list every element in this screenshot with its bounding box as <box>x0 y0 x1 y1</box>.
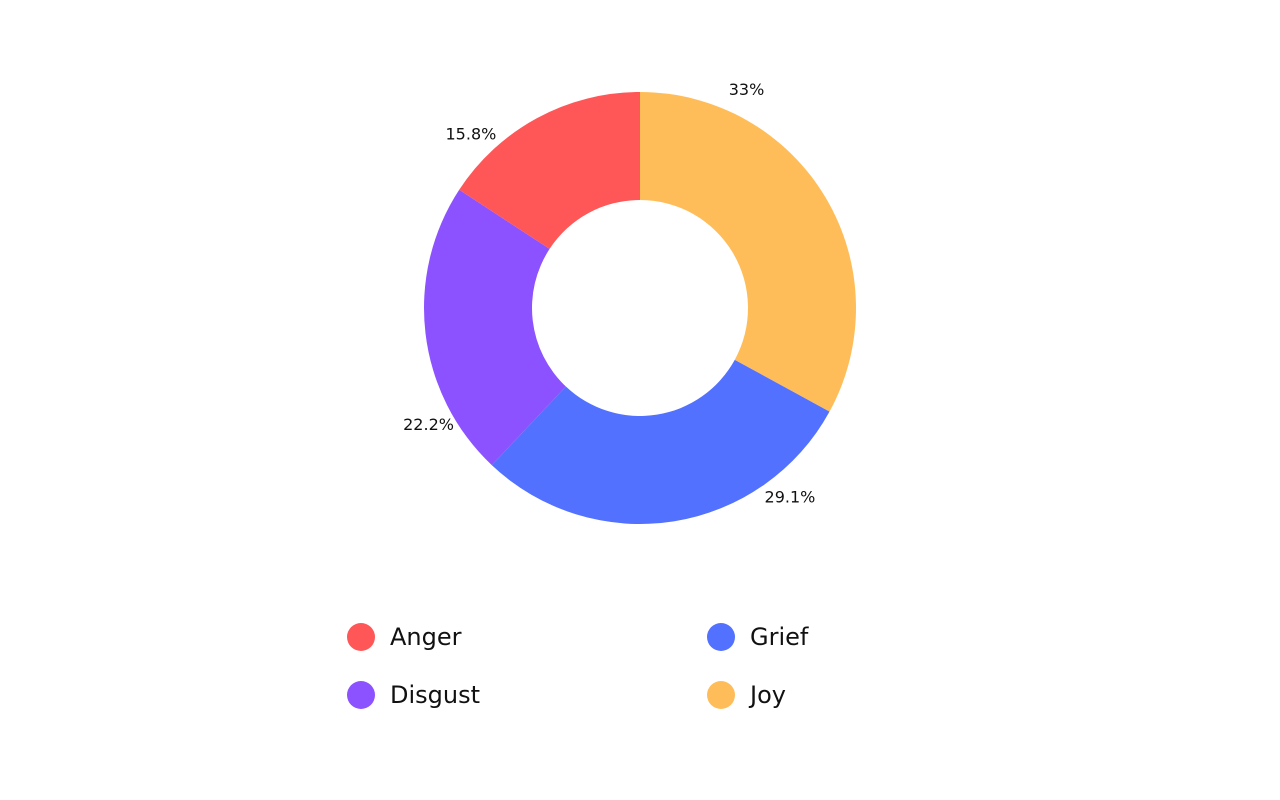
legend-item-grief: Grief <box>707 623 809 651</box>
legend-item-disgust: Disgust <box>347 681 480 709</box>
slice-label-joy: 33% <box>729 80 765 99</box>
slice-grief <box>491 359 830 525</box>
legend-item-anger: Anger <box>347 623 462 651</box>
legend-swatch <box>347 681 375 709</box>
slice-label-grief: 29.1% <box>765 487 816 506</box>
slice-joy <box>640 92 856 412</box>
donut-slices <box>424 92 856 525</box>
legend-label: Disgust <box>390 681 480 709</box>
legend-swatch <box>347 623 375 651</box>
slice-anger <box>459 92 640 249</box>
slice-disgust <box>424 189 566 466</box>
slice-label-anger: 15.8% <box>446 124 497 143</box>
legend-label: Grief <box>750 623 809 651</box>
legend-swatch <box>707 623 735 651</box>
legend: Anger Grief Disgust Joy <box>347 623 809 709</box>
slice-label-disgust: 22.2% <box>403 415 454 434</box>
slice-labels: 33% 29.1% 22.2% 15.8% <box>403 80 815 506</box>
legend-label: Joy <box>748 681 786 709</box>
legend-label: Anger <box>390 623 462 651</box>
legend-item-joy: Joy <box>707 681 786 709</box>
legend-swatch <box>707 681 735 709</box>
